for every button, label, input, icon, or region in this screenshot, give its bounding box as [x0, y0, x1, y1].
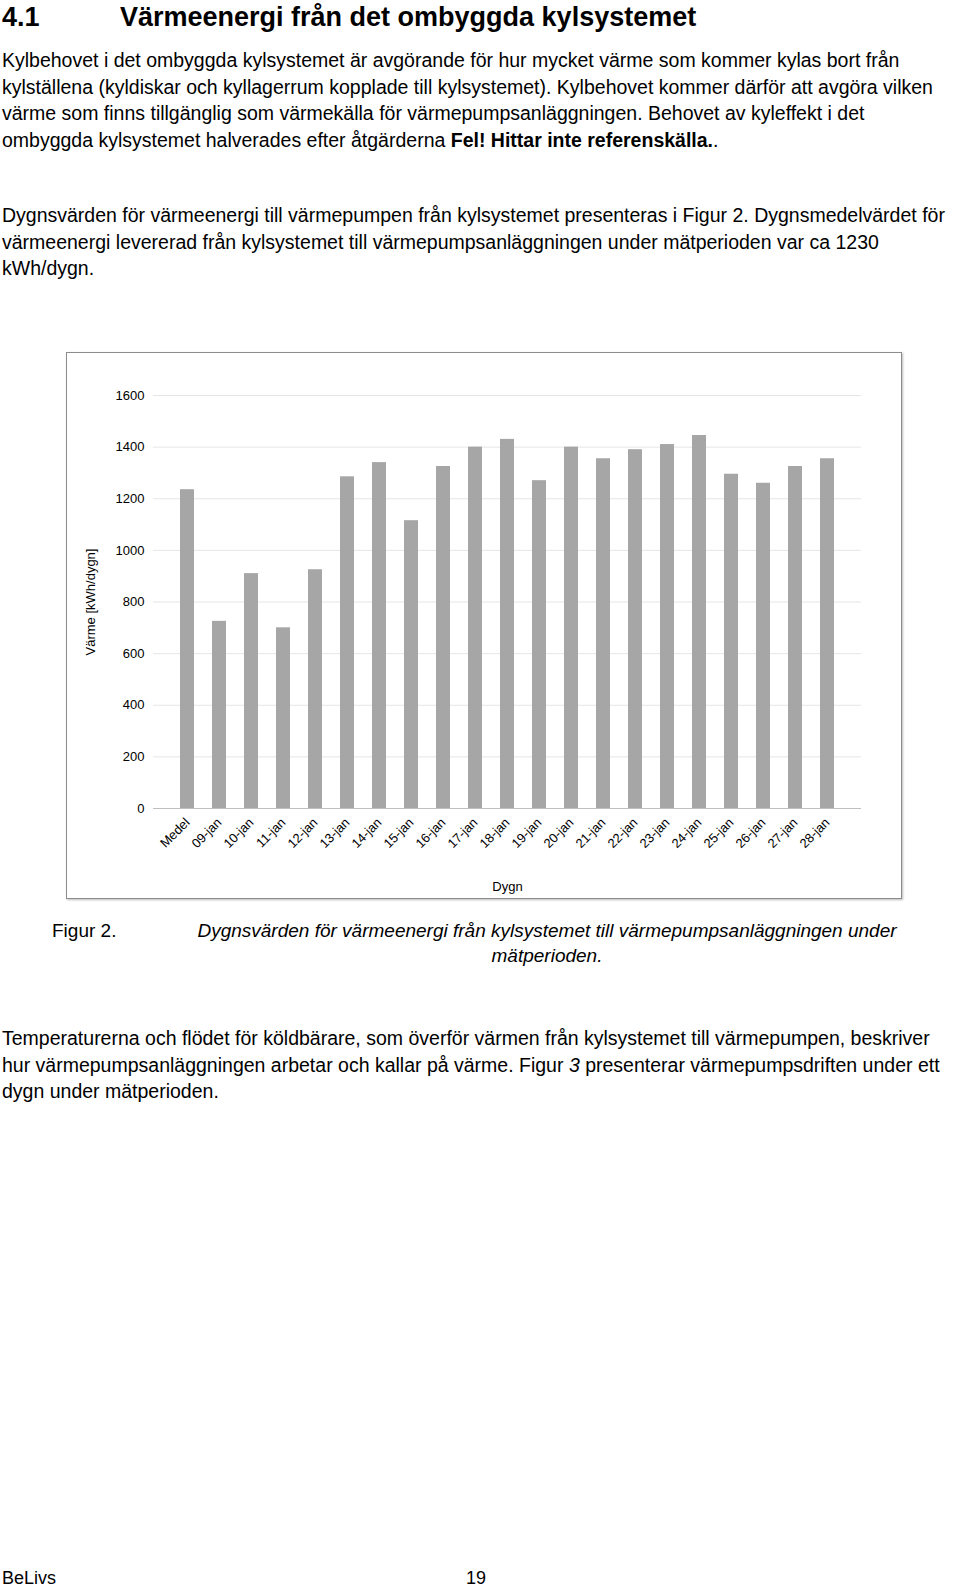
svg-text:25-jan: 25-jan: [700, 815, 736, 851]
svg-text:Medel: Medel: [157, 815, 193, 851]
svg-text:13-jan: 13-jan: [316, 815, 352, 851]
svg-text:23-jan: 23-jan: [636, 815, 672, 851]
svg-text:21-jan: 21-jan: [572, 815, 608, 851]
svg-text:Värme [kWh/dygn]: Värme [kWh/dygn]: [83, 549, 98, 656]
svg-text:1200: 1200: [116, 491, 145, 506]
svg-text:09-jan: 09-jan: [188, 815, 224, 851]
svg-text:22-jan: 22-jan: [604, 815, 640, 851]
svg-text:400: 400: [123, 697, 145, 712]
html-text:Värmeenergi från det ombyggda: Värmeenergi från det ombyggda kylsysteme…: [120, 2, 697, 32]
html-text:Dygnsvärden för värmeenergi ti: Dygnsvärden för värmeenergi till värmepu…: [2, 204, 945, 279]
svg-text:17-jan: 17-jan: [444, 815, 480, 851]
svg-text:800: 800: [123, 594, 145, 609]
html-text:BeLivs: BeLivs: [2, 1568, 56, 1588]
svg-text:27-jan: 27-jan: [764, 815, 800, 851]
svg-text:19-jan: 19-jan: [508, 815, 544, 851]
svg-text:10-jan: 10-jan: [220, 815, 256, 851]
svg-text:20-jan: 20-jan: [540, 815, 576, 851]
svg-text:1600: 1600: [116, 388, 145, 403]
html-text:Dygnsvärden för värmeenergi fr: Dygnsvärden för värmeenergi från kylsyst…: [197, 920, 897, 966]
svg-text:26-jan: 26-jan: [732, 815, 768, 851]
svg-text:16-jan: 16-jan: [412, 815, 448, 851]
svg-text:24-jan: 24-jan: [668, 815, 704, 851]
html-text:Figur 2.: Figur 2.: [52, 920, 117, 941]
html-text:Kylbehovet i det ombyggda kyls: Kylbehovet i det ombyggda kylsystemet är…: [2, 49, 933, 151]
svg-text:200: 200: [123, 749, 145, 764]
svg-text:1400: 1400: [116, 439, 145, 454]
svg-text:600: 600: [123, 646, 145, 661]
svg-text:18-jan: 18-jan: [476, 815, 512, 851]
svg-text:12-jan: 12-jan: [284, 815, 320, 851]
svg-text:11-jan: 11-jan: [253, 815, 288, 850]
html-text:19: 19: [466, 1568, 486, 1588]
html-text:Temperaturerna och flödet för: Temperaturerna och flödet för köldbärare…: [2, 1027, 940, 1102]
svg-text:Dygn: Dygn: [492, 879, 522, 894]
svg-text:15-jan: 15-jan: [380, 815, 416, 851]
html-text:4.1: 4.1: [2, 2, 40, 32]
svg-text:28-jan: 28-jan: [796, 815, 832, 851]
svg-text:0: 0: [137, 801, 144, 816]
svg-text:1000: 1000: [116, 543, 145, 558]
svg-text:14-jan: 14-jan: [348, 815, 384, 851]
